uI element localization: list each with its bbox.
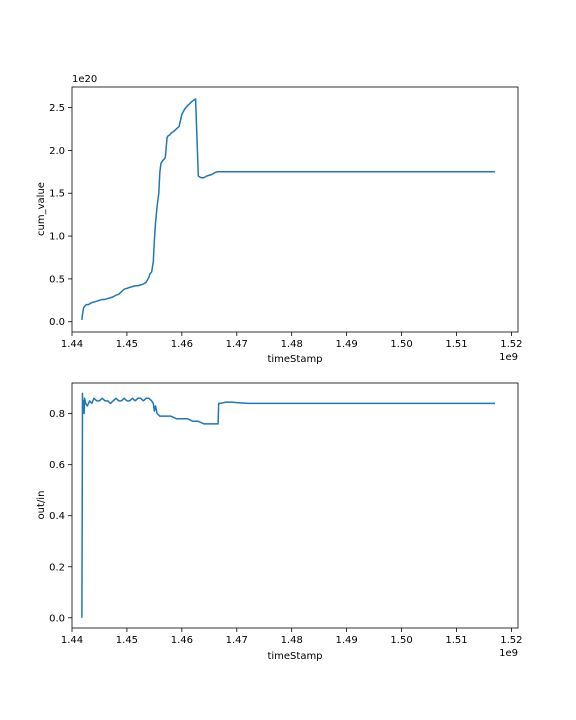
x-tick-label: 1.45: [116, 635, 138, 646]
x-tick-label: 1.44: [61, 635, 83, 646]
y-offset-label: 1e20: [72, 74, 97, 85]
x-tick-label: 1.45: [116, 339, 138, 350]
x-tick-label: 1.51: [445, 635, 467, 646]
x-tick-label: 1.48: [281, 339, 303, 350]
chart-out-in: 1.44 1.45 1.46 1.47 1.48 1.49 1.50 1.51 1.52 0.0…: [36, 382, 523, 662]
plot-frame: [71, 382, 519, 629]
x-tick-label: 1.52: [500, 339, 522, 350]
x-tick-label: 1.46: [171, 339, 193, 350]
y-tick-label: 0.0: [49, 613, 65, 624]
plot-area: [72, 383, 518, 628]
plot-frame: [71, 86, 519, 333]
x-tick-label: 1.48: [281, 635, 303, 646]
y-tick-label: 1.0: [49, 232, 65, 243]
y-ticks: 0.0 0.2 0.4 0.6 0.8: [49, 409, 72, 624]
y-tick-label: 2.5: [49, 103, 65, 114]
x-tick-label: 1.47: [226, 339, 248, 350]
series-line-0: [81, 392, 495, 618]
y-tick-label: 0.4: [49, 511, 65, 522]
x-tick-label: 1.49: [335, 635, 357, 646]
series-lines: [81, 98, 495, 321]
x-axis-label: timeStamp: [267, 651, 322, 662]
y-tick-label: 1.5: [49, 189, 65, 200]
y-tick-label: 0.2: [49, 562, 65, 573]
x-offset-label: 1e9: [499, 352, 518, 363]
x-tick-label: 1.47: [226, 635, 248, 646]
x-tick-label: 1.50: [390, 635, 412, 646]
y-tick-label: 2.0: [49, 146, 65, 157]
plot-area: [72, 87, 518, 332]
x-axis-label: timeStamp: [267, 354, 322, 365]
x-offset-label: 1e9: [499, 648, 518, 659]
x-ticks: 1.44 1.45 1.46 1.47 1.48 1.49 1.50 1.51 1.52: [61, 628, 523, 646]
y-axis-label: cum_value: [36, 182, 47, 236]
y-tick-label: 0.8: [49, 409, 65, 420]
series-line-0: [81, 98, 495, 321]
x-tick-label: 1.52: [500, 635, 522, 646]
series-lines: [81, 392, 495, 618]
x-tick-label: 1.44: [61, 339, 83, 350]
x-tick-label: 1.50: [390, 339, 412, 350]
x-ticks: 1.44 1.45 1.46 1.47 1.48 1.49 1.50 1.51 1.52: [61, 332, 523, 350]
y-tick-label: 0.6: [49, 460, 65, 471]
x-tick-label: 1.49: [335, 339, 357, 350]
y-ticks: 0.0 0.5 1.0 1.5 2.0 2.5: [49, 103, 72, 328]
y-axis-label: out/in: [36, 491, 47, 520]
x-tick-label: 1.51: [445, 339, 467, 350]
x-tick-label: 1.46: [171, 635, 193, 646]
y-tick-label: 0.0: [49, 317, 65, 328]
y-tick-label: 0.5: [49, 274, 65, 285]
chart-cum-value: 1.44 1.45 1.46 1.47 1.48 1.49 1.50 1.51 1.52 0.0…: [36, 74, 523, 365]
